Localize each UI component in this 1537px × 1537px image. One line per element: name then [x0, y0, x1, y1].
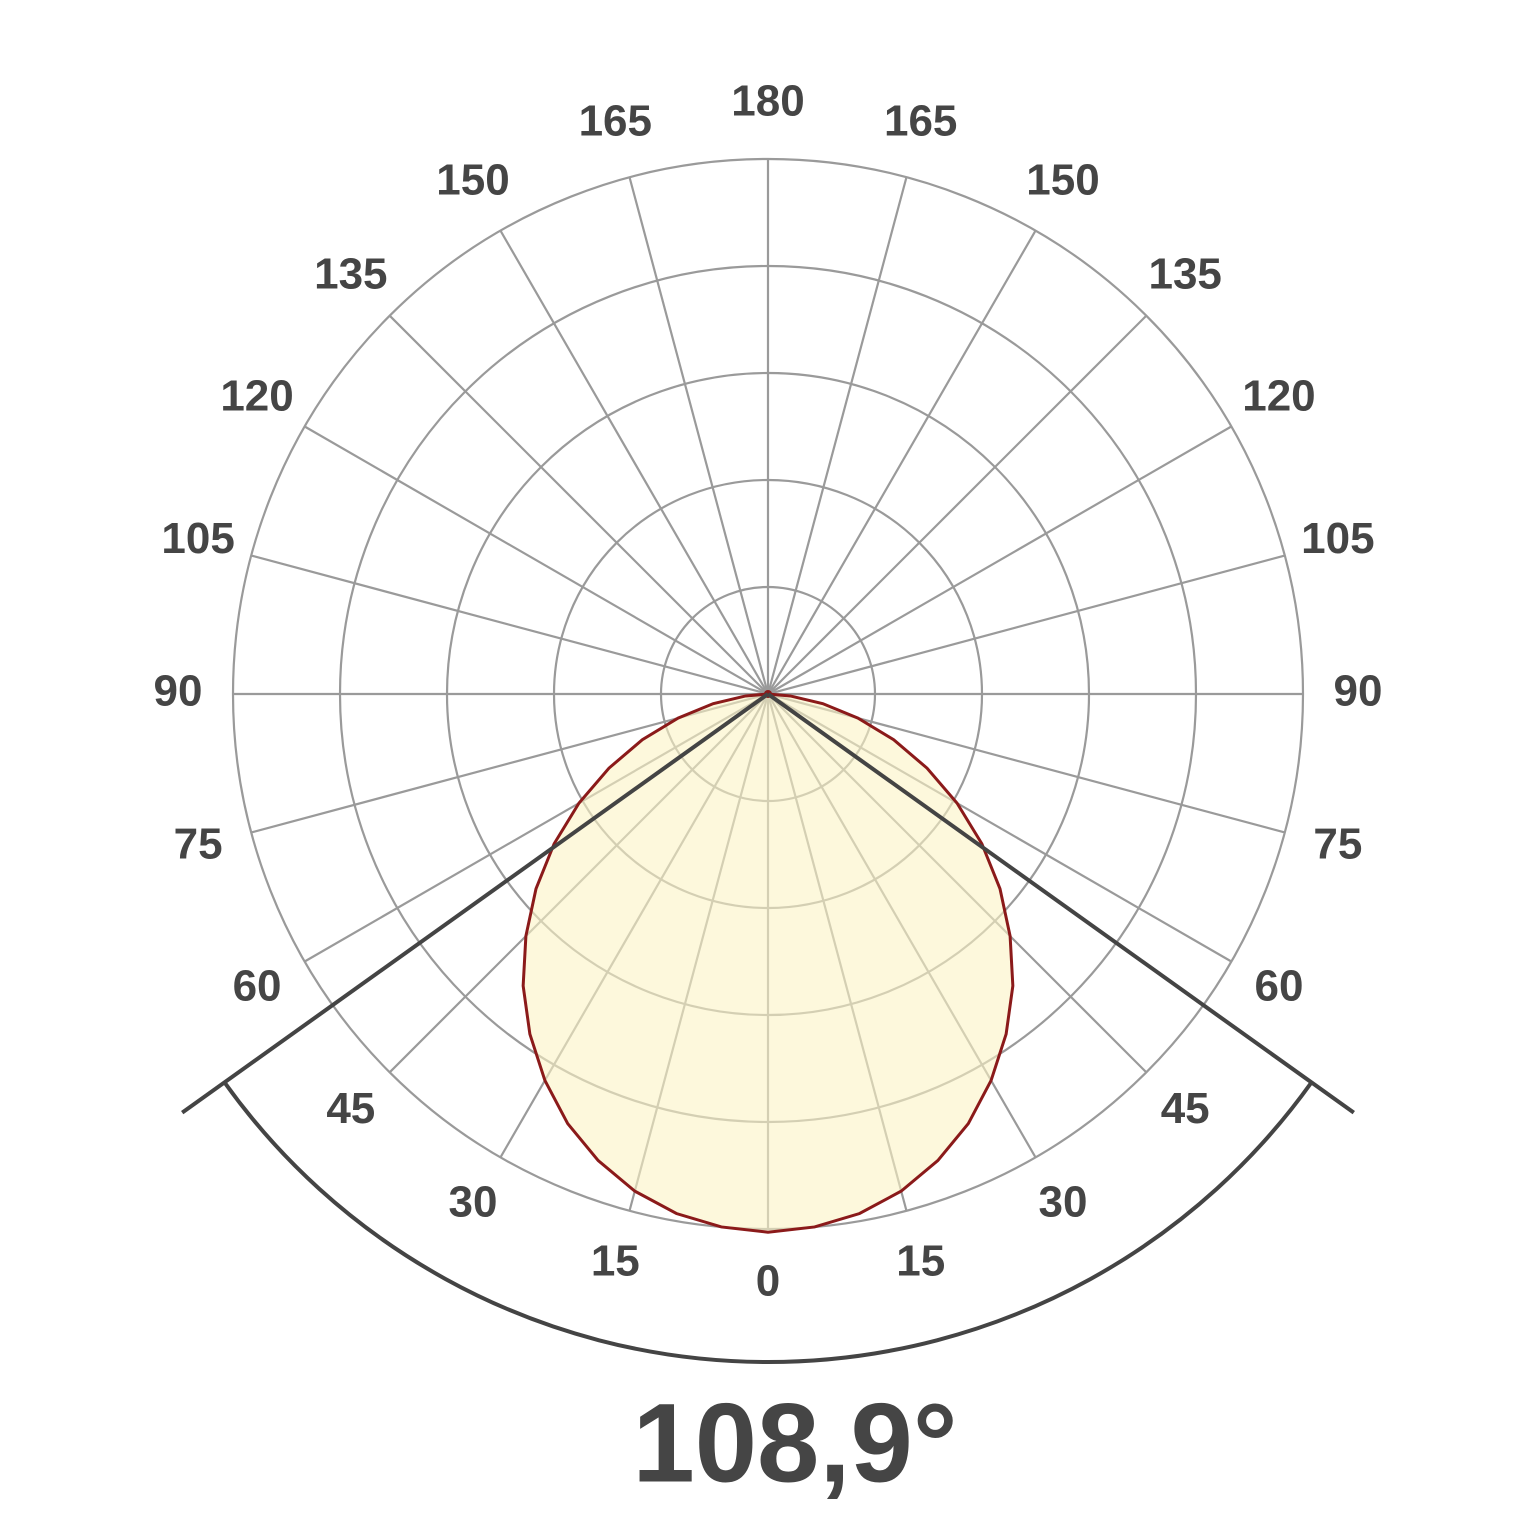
angle-label: 180 [731, 77, 804, 126]
angle-label: 30 [449, 1178, 498, 1227]
grid-spoke [250, 554, 769, 696]
grid-spoke [767, 314, 1148, 695]
angle-label: 120 [1242, 372, 1315, 421]
grid-spoke [388, 314, 769, 695]
angle-label: 0 [756, 1257, 780, 1306]
angle-label: 105 [161, 514, 234, 563]
angle-label: 60 [1254, 962, 1303, 1011]
angle-label: 30 [1039, 1178, 1088, 1227]
grid-spoke [499, 230, 769, 695]
intensity-curve [521, 692, 1015, 1234]
grid-spoke [767, 230, 1037, 695]
angle-label: 75 [174, 819, 223, 868]
angle-label: 150 [1026, 156, 1099, 205]
grid-spoke [766, 176, 908, 695]
beam-line [766, 692, 1355, 1115]
grid-spoke [767, 554, 1286, 696]
angle-label: 105 [1301, 514, 1374, 563]
angle-label: 135 [1148, 249, 1221, 298]
chart-title: 108,9° [632, 1381, 957, 1506]
grid-spoke [767, 425, 1232, 695]
grid-spoke [628, 176, 770, 695]
angle-label: 45 [1161, 1084, 1210, 1133]
angle-label: 120 [220, 372, 293, 421]
angle-label: 165 [579, 97, 652, 146]
beam-line [181, 692, 770, 1115]
angle-label: 150 [436, 156, 509, 205]
angle-label: 90 [154, 667, 203, 716]
angle-label: 45 [326, 1084, 375, 1133]
angle-label: 75 [1313, 819, 1362, 868]
angle-label: 165 [884, 97, 957, 146]
beam-arc [222, 1081, 1314, 1364]
angle-label: 135 [314, 249, 387, 298]
angle-label: 60 [233, 962, 282, 1011]
grid-spoke [304, 425, 769, 695]
angle-label: 90 [1334, 667, 1383, 716]
angle-label: 15 [896, 1237, 945, 1286]
angle-label: 15 [591, 1237, 640, 1286]
